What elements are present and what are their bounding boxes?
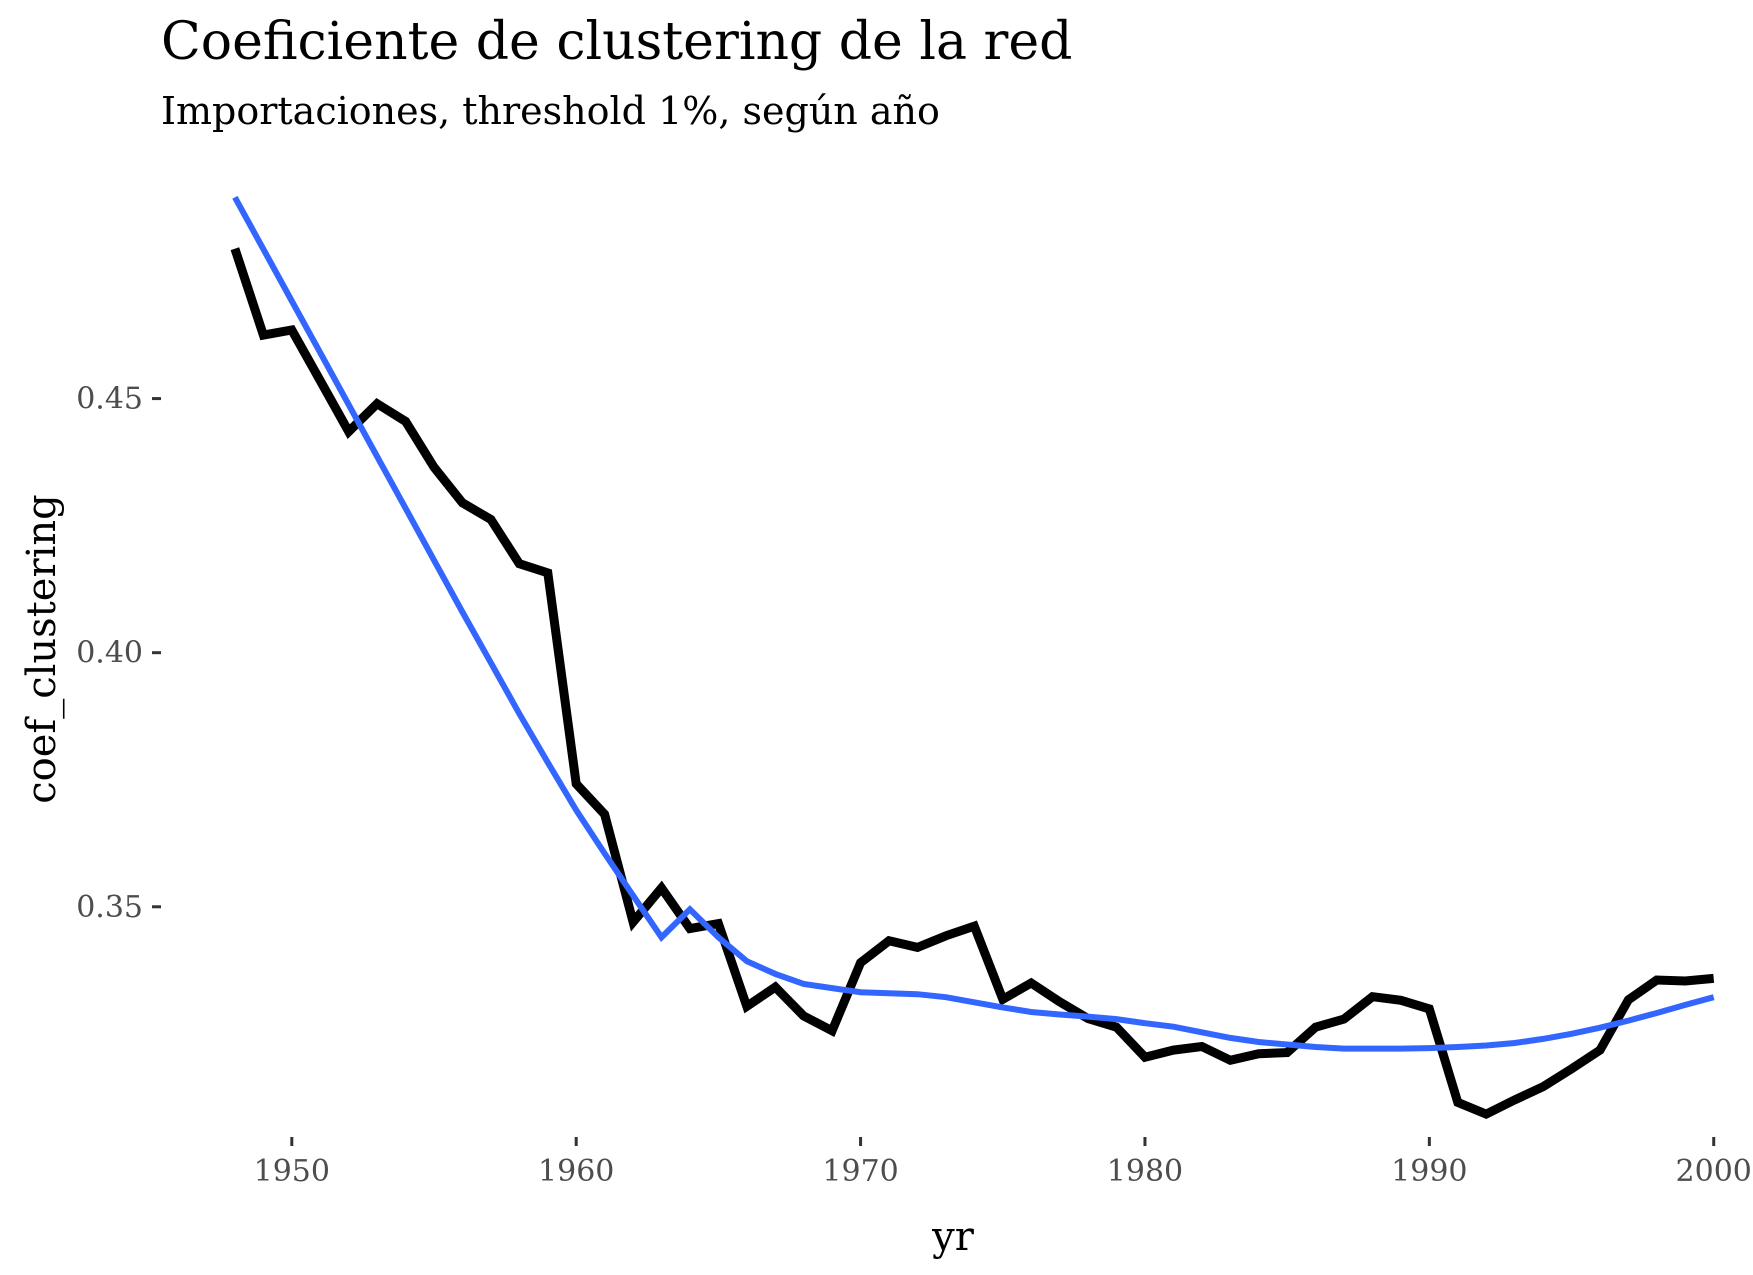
chart-subtitle: Importaciones, threshold 1%, según año [161,89,940,133]
series-line-observed [230,247,1715,1120]
y-tick-label: 0.40 [76,636,143,671]
y-tick-label: 0.45 [76,382,143,417]
x-tick-label: 1950 [254,1154,330,1189]
x-axis: 1950 1960 1970 1980 1990 2000 [254,1137,1752,1189]
x-tick-label: 1970 [822,1154,898,1189]
y-axis-title: coef_clustering [19,494,65,803]
series-line-smooth [232,195,1715,1052]
x-tick-label: 1990 [1391,1154,1467,1189]
series-layer [230,195,1715,1120]
x-tick-label: 1960 [538,1154,614,1189]
x-tick-label: 1980 [1107,1154,1183,1189]
x-axis-title: yr [931,1214,975,1260]
y-axis: 0.35 0.40 0.45 [76,382,161,925]
x-tick-label: 2000 [1676,1154,1752,1189]
chart-title: Coeficiente de clustering de la red [161,12,1072,72]
y-tick-label: 0.35 [76,890,143,925]
